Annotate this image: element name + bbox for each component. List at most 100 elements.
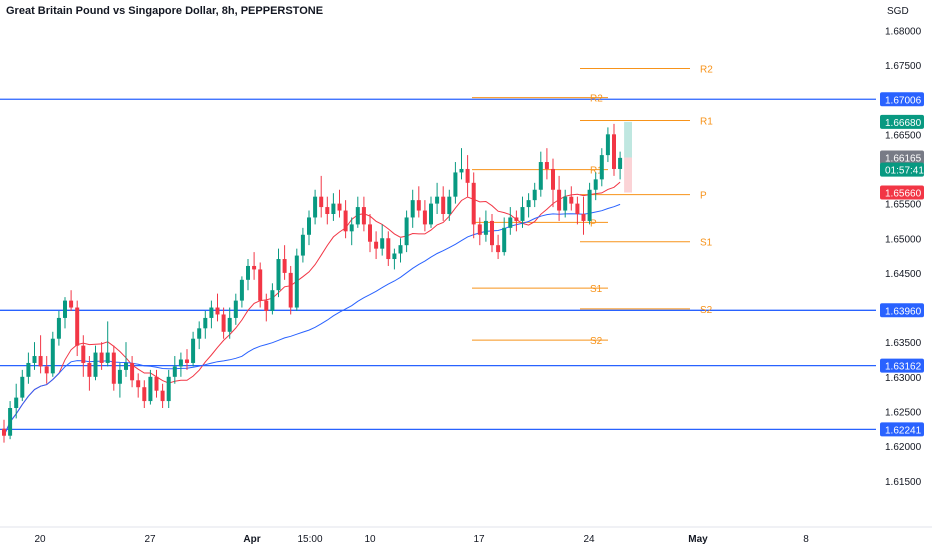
candle-body bbox=[148, 376, 153, 402]
candle-body bbox=[117, 369, 122, 384]
candle-body bbox=[203, 317, 208, 329]
time-tick-label: 10 bbox=[364, 534, 376, 545]
time-axis: 20 27 Apr 15:00 10 17 24 May 8 bbox=[0, 526, 932, 545]
level-badge-label: 1.63960 bbox=[885, 306, 922, 317]
candle-body bbox=[490, 220, 494, 246]
price-tick-label: 1.63000 bbox=[885, 373, 922, 384]
candle-body bbox=[246, 265, 250, 280]
candle-body bbox=[166, 376, 171, 402]
candle-body bbox=[593, 179, 598, 190]
ma-fast-line bbox=[3, 181, 621, 436]
price-badge-label: 1.66680 bbox=[885, 118, 922, 129]
price-tick-label: 1.67500 bbox=[885, 61, 922, 72]
candle-body bbox=[557, 189, 562, 211]
candle-body bbox=[69, 300, 74, 308]
candle-body bbox=[563, 196, 568, 211]
price-badge bbox=[880, 185, 924, 200]
candle-body bbox=[404, 217, 409, 246]
candle-body bbox=[26, 362, 31, 377]
time-tick-label: Apr bbox=[243, 534, 260, 545]
candle-body bbox=[99, 352, 104, 363]
price-axis-bg bbox=[878, 0, 932, 550]
candle-body bbox=[282, 259, 287, 273]
candle-body bbox=[105, 352, 110, 363]
level-badge-label: 1.63162 bbox=[885, 362, 922, 373]
candle-body bbox=[441, 196, 446, 214]
candle-body bbox=[93, 352, 98, 377]
currency-label: SGD bbox=[887, 6, 909, 17]
candle-body bbox=[575, 203, 580, 214]
candle-body bbox=[380, 238, 385, 249]
candle-body bbox=[258, 269, 263, 301]
level-badge bbox=[880, 303, 924, 318]
candle-body bbox=[8, 408, 13, 436]
candle-body bbox=[520, 207, 525, 221]
candle-body bbox=[331, 203, 336, 214]
time-tick-label: 27 bbox=[144, 534, 156, 545]
candle-body bbox=[459, 168, 464, 173]
candle-body bbox=[2, 428, 6, 436]
candle-body bbox=[605, 134, 610, 156]
candle-body bbox=[618, 157, 623, 169]
candle-body bbox=[215, 307, 220, 315]
price-badge bbox=[880, 114, 924, 129]
candle-body bbox=[32, 356, 37, 363]
candle-body bbox=[465, 168, 470, 183]
candle-body bbox=[355, 207, 360, 225]
candle-body bbox=[209, 307, 214, 318]
candle-body bbox=[538, 162, 543, 190]
level-badge bbox=[880, 422, 924, 437]
price-tick-label: 1.68000 bbox=[885, 26, 922, 37]
chart-title: Great Britain Pound vs Singapore Dollar,… bbox=[6, 5, 324, 17]
time-tick-label: 17 bbox=[473, 534, 485, 545]
candle-body bbox=[75, 307, 80, 346]
moving-averages bbox=[3, 181, 621, 436]
candle-body bbox=[343, 210, 348, 232]
candle-body bbox=[477, 224, 482, 235]
price-tick-label: 1.65500 bbox=[885, 200, 922, 211]
candle-body bbox=[81, 345, 86, 363]
candle-body bbox=[422, 210, 427, 225]
candle-body bbox=[361, 207, 366, 225]
candle-body bbox=[386, 238, 391, 260]
candle-body bbox=[368, 224, 372, 242]
pivot-label: R2 bbox=[590, 94, 603, 105]
candle-body bbox=[124, 362, 128, 370]
candle-body bbox=[398, 245, 403, 254]
price-tick-label: 1.65000 bbox=[885, 234, 922, 245]
profit-zone bbox=[624, 121, 632, 158]
price-tick-label: 1.66500 bbox=[885, 130, 922, 141]
candle-body bbox=[197, 328, 202, 339]
price-badge bbox=[880, 150, 924, 165]
candle-body bbox=[307, 217, 311, 235]
candle-body bbox=[185, 359, 189, 363]
level-badge bbox=[880, 92, 924, 107]
price-badge-label: 01:57:41 bbox=[885, 166, 924, 177]
candle-body bbox=[392, 253, 397, 260]
time-tick-label: 24 bbox=[583, 534, 595, 545]
pivot-label: S2 bbox=[700, 305, 713, 316]
candle-body bbox=[410, 200, 415, 218]
candle-body bbox=[87, 362, 92, 377]
candle-body bbox=[270, 290, 275, 311]
price-badge bbox=[880, 162, 924, 177]
candle-body bbox=[221, 314, 226, 332]
candle-body bbox=[239, 279, 244, 301]
candles bbox=[2, 123, 623, 443]
time-tick-label: May bbox=[688, 534, 708, 545]
candle-body bbox=[111, 352, 116, 384]
candle-body bbox=[569, 196, 574, 204]
pivot-label: S1 bbox=[700, 238, 713, 249]
candle-body bbox=[319, 196, 324, 208]
candle-body bbox=[252, 265, 257, 270]
price-badge-label: 1.65660 bbox=[885, 189, 922, 200]
candle-body bbox=[227, 317, 232, 332]
pivot-label: R1 bbox=[590, 166, 603, 177]
pivot-label: R2 bbox=[700, 65, 713, 76]
candle-body bbox=[172, 366, 177, 377]
candle-body bbox=[581, 214, 586, 221]
candle-body bbox=[313, 196, 318, 218]
time-tick-label: 8 bbox=[803, 534, 809, 545]
candle-body bbox=[471, 182, 476, 225]
